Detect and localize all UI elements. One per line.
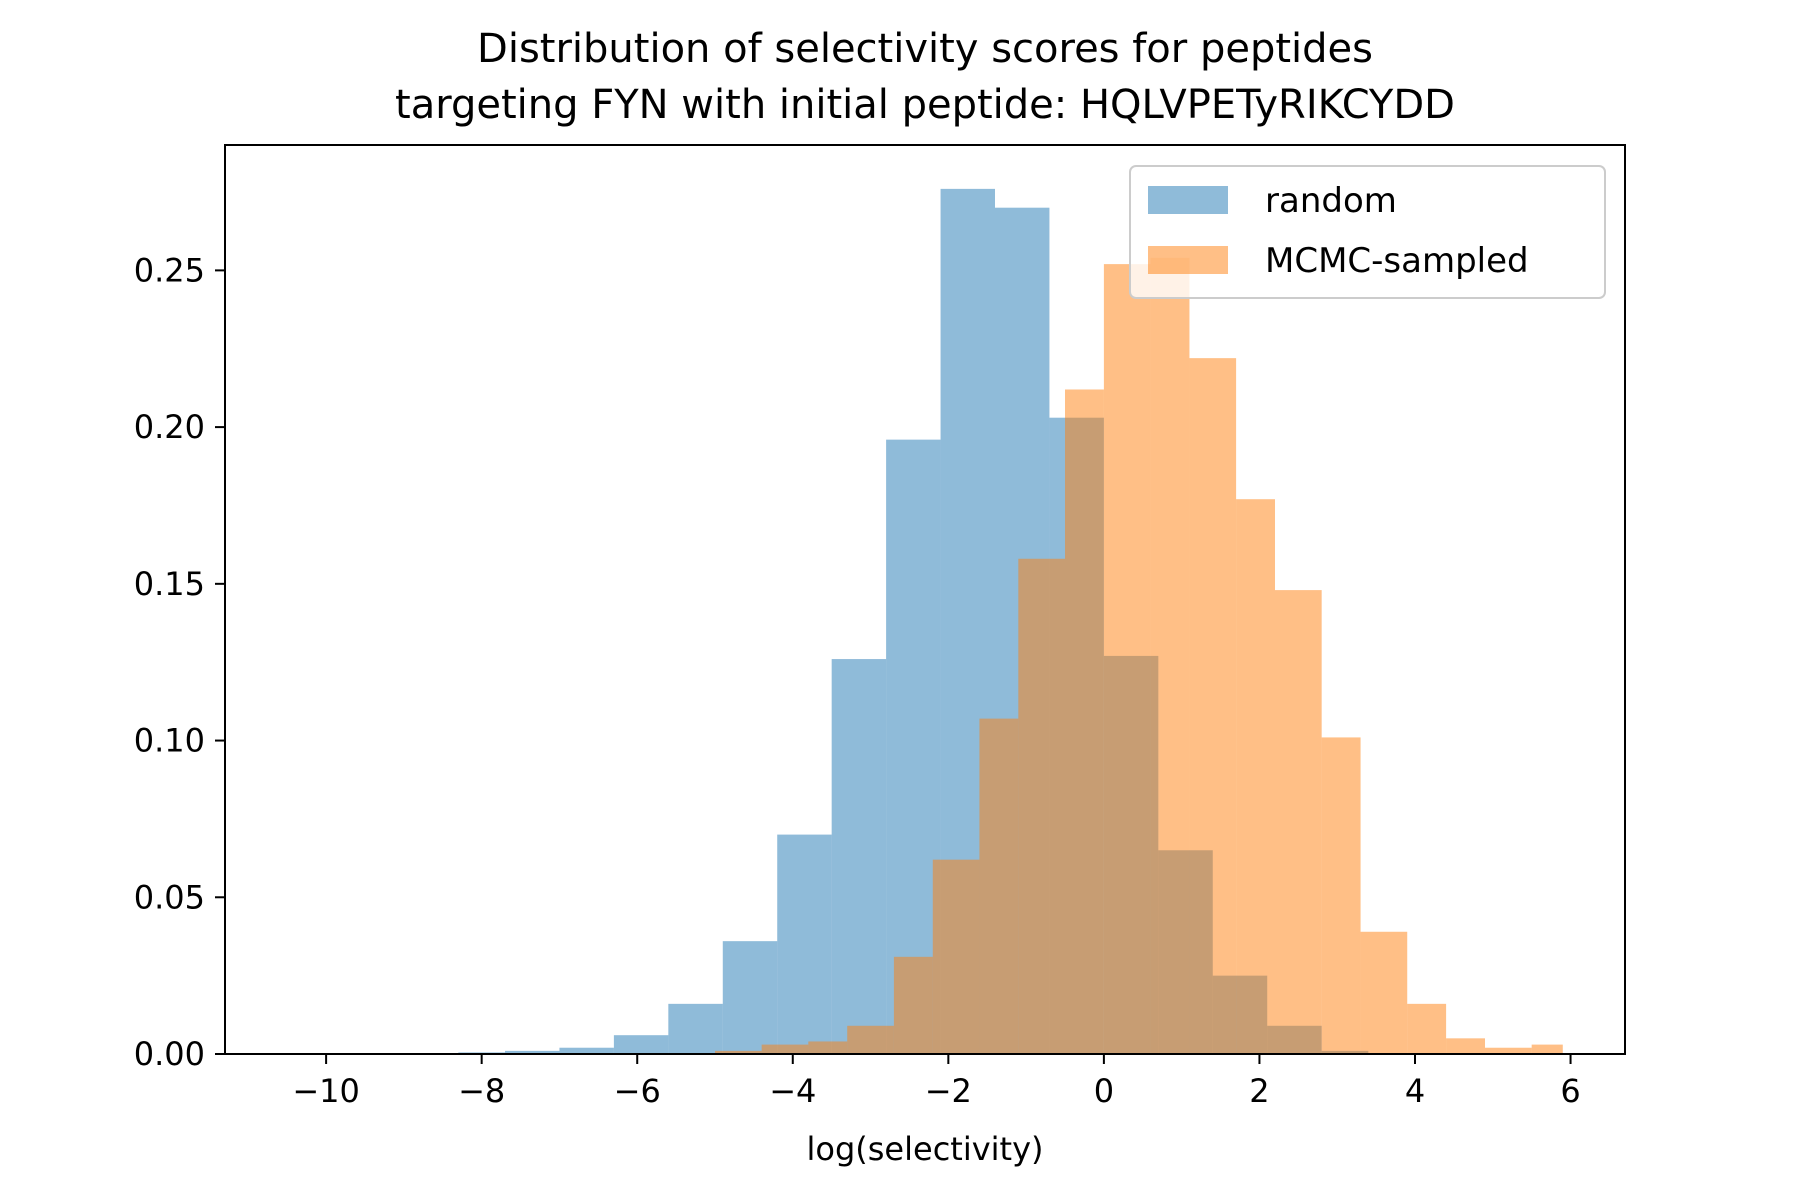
x-tick-label-1: −8 (458, 1072, 505, 1110)
y-tick-label-3: 0.15 (134, 565, 205, 603)
bar-mcmc-sampled-8 (1065, 389, 1104, 1054)
bar-mcmc-sampled-19 (1531, 1044, 1563, 1054)
y-tick-label-4: 0.20 (134, 408, 205, 446)
bar-random-2 (505, 1050, 560, 1054)
bar-mcmc-sampled-3 (847, 1025, 894, 1054)
bar-random-6 (722, 941, 778, 1054)
y-axis-ticks: 0.00 0.05 0.10 0.15 0.20 0.25 (134, 251, 225, 1073)
x-tick-label-7: 4 (1405, 1072, 1425, 1110)
legend-box (1129, 165, 1606, 299)
bar-mcmc-sampled-6 (979, 718, 1019, 1054)
x-axis-label: log(selectivity) (806, 1130, 1043, 1168)
bar-random-9 (886, 439, 941, 1054)
bar-mcmc-sampled-0 (715, 1050, 762, 1054)
legend-label-mcmc-sampled: MCMC-sampled (1265, 241, 1529, 281)
y-tick-label-0: 0.00 (134, 1035, 205, 1073)
x-tick-label-8: 6 (1560, 1072, 1580, 1110)
bar-mcmc-sampled-14 (1321, 737, 1361, 1054)
bar-mcmc-sampled-13 (1275, 590, 1322, 1054)
legend: random MCMC-sampled (1129, 165, 1606, 299)
bar-mcmc-sampled-16 (1407, 1003, 1447, 1054)
legend-label-random: random (1265, 181, 1397, 221)
chart-title-line-2: targeting FYN with initial peptide: HQLV… (395, 82, 1455, 128)
bar-mcmc-sampled-9 (1103, 264, 1151, 1054)
bar-mcmc-sampled-18 (1485, 1047, 1532, 1054)
plot-frame (224, 144, 1626, 1055)
bar-mcmc-sampled-11 (1189, 358, 1237, 1054)
x-tick-label-3: −4 (769, 1072, 816, 1110)
bar-random-4 (613, 1035, 669, 1054)
y-tick-label-2: 0.10 (134, 722, 205, 760)
bar-mcmc-sampled-17 (1446, 1038, 1485, 1054)
x-tick-label-2: −6 (614, 1072, 661, 1110)
x-axis-ticks: −10 −8 −6 −4 −2 0 2 4 6 (292, 1054, 1581, 1110)
bar-mcmc-sampled-1 (761, 1044, 809, 1054)
x-tick-label-4: −2 (925, 1072, 972, 1110)
bars-group (403, 188, 1563, 1055)
legend-swatch-random (1148, 186, 1228, 214)
bar-random-7 (777, 834, 832, 1054)
x-tick-label-5: 0 (1094, 1072, 1114, 1110)
legend-swatch-mcmc-sampled (1148, 246, 1228, 274)
y-tick-label-5: 0.25 (134, 251, 205, 289)
y-tick-label-1: 0.05 (134, 878, 205, 916)
chart-title-line-1: Distribution of selectivity scores for p… (477, 26, 1373, 72)
bar-mcmc-sampled-10 (1150, 257, 1190, 1055)
bar-mcmc-sampled-4 (893, 956, 933, 1054)
bar-random-5 (668, 1003, 723, 1054)
bar-mcmc-sampled-5 (932, 859, 980, 1054)
x-tick-label-6: 2 (1249, 1072, 1269, 1110)
bar-random-8 (831, 659, 887, 1054)
bar-mcmc-sampled-15 (1360, 931, 1408, 1054)
bar-mcmc-sampled-7 (1018, 558, 1065, 1054)
bar-mcmc-sampled-12 (1236, 499, 1275, 1054)
bar-mcmc-sampled-2 (808, 1041, 848, 1054)
bar-random-3 (559, 1047, 614, 1054)
x-tick-label-0: −10 (292, 1072, 360, 1110)
